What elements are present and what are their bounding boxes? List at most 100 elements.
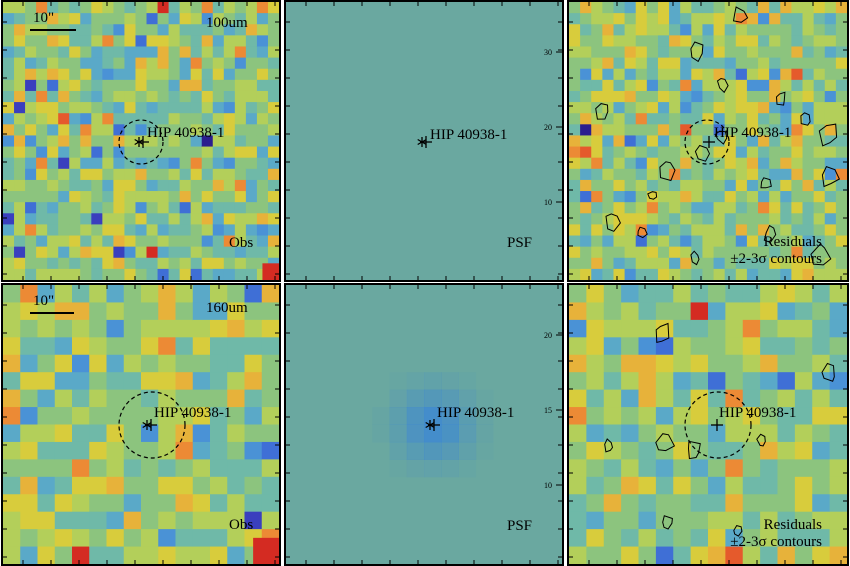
map-pixel (708, 285, 726, 303)
map-pixel (135, 224, 148, 237)
map-pixel (802, 257, 815, 270)
map-pixel (234, 46, 247, 59)
map-pixel (758, 68, 770, 81)
map-pixel (157, 168, 170, 181)
map-pixel (72, 459, 90, 478)
map-pixel (157, 257, 170, 270)
map-pixel (725, 476, 744, 495)
map-pixel (735, 168, 748, 181)
map-pixel (212, 213, 225, 225)
map-pixel (646, 2, 659, 14)
map-pixel (179, 202, 192, 214)
map-pixel (569, 268, 581, 280)
map-pixel (175, 494, 194, 513)
sigma-contour (763, 224, 777, 244)
map-pixel (223, 202, 236, 214)
map-pixel (794, 285, 813, 303)
map-pixel (569, 168, 581, 181)
map-pixel (223, 124, 236, 136)
map-pixel (58, 13, 70, 25)
map-pixel (812, 389, 831, 408)
map-pixel (3, 235, 15, 248)
map-pixel (89, 285, 107, 303)
map-pixel (621, 319, 639, 338)
map-pixel (813, 124, 826, 136)
map-pixel (725, 441, 744, 460)
psf-pixel (441, 459, 459, 478)
map-pixel (713, 235, 726, 248)
map-pixel (813, 224, 826, 237)
map-pixel (234, 124, 247, 136)
map-pixel (223, 268, 236, 280)
map-pixel (190, 13, 203, 25)
map-pixel (14, 135, 26, 148)
map-pixel (725, 354, 744, 373)
map-pixel (646, 246, 659, 259)
map-pixel (146, 213, 159, 225)
map-pixel (80, 90, 92, 103)
map-pixel (758, 257, 770, 270)
map-pixel (146, 146, 159, 159)
map-pixel (780, 35, 792, 47)
map-pixel (613, 90, 626, 103)
map-pixel (824, 57, 837, 70)
map-pixel (25, 257, 37, 270)
map-pixel (580, 57, 592, 70)
map-pixel (124, 168, 136, 181)
map-pixel (245, 102, 258, 114)
map-pixel (635, 268, 648, 280)
map-pixel (690, 337, 709, 356)
map-pixel (212, 2, 225, 14)
map-pixel (812, 354, 831, 373)
map-pixel (591, 90, 603, 103)
map-pixel (37, 511, 56, 530)
map-pixel (25, 46, 37, 59)
map-pixel (192, 546, 211, 564)
map-pixel (708, 494, 726, 513)
map-pixel (234, 57, 247, 70)
map-pixel (244, 494, 263, 513)
map-pixel (3, 68, 15, 81)
map-pixel (179, 257, 192, 270)
map-pixel (146, 2, 159, 14)
map-pixel (835, 268, 847, 280)
map-pixel (769, 135, 781, 148)
map-pixel (824, 246, 837, 259)
map-pixel (690, 511, 709, 530)
map-pixel (769, 124, 781, 136)
map-pixel (812, 476, 831, 495)
map-pixel (824, 146, 837, 159)
map-pixel (168, 24, 181, 36)
map-pixel (267, 79, 279, 92)
map-pixel (794, 529, 813, 548)
map-pixel (586, 407, 605, 425)
map-pixel (835, 179, 847, 192)
map-pixel (72, 511, 90, 530)
map-pixel (780, 202, 792, 214)
map-pixel (794, 319, 813, 338)
map-pixel (673, 529, 692, 548)
map-pixel (113, 157, 125, 170)
map-pixel (760, 354, 778, 373)
map-pixel (113, 57, 125, 70)
map-pixel (25, 57, 37, 70)
map-pixel (657, 79, 670, 92)
map-pixel (673, 476, 692, 495)
map-pixel (192, 389, 211, 408)
map-pixel (724, 257, 737, 270)
map-pixel (244, 511, 263, 530)
map-pixel (591, 257, 603, 270)
map-pixel (146, 79, 159, 92)
map-pixel (713, 157, 726, 170)
map-pixel (780, 57, 792, 70)
map-pixel (179, 35, 192, 47)
map-pixel (72, 389, 90, 408)
map-pixel (168, 168, 181, 181)
map-pixel (20, 407, 38, 425)
map-pixel (14, 179, 26, 192)
map-pixel (256, 146, 269, 159)
map-pixel (72, 372, 90, 391)
map-pixel (102, 2, 114, 14)
map-pixel (47, 57, 59, 70)
